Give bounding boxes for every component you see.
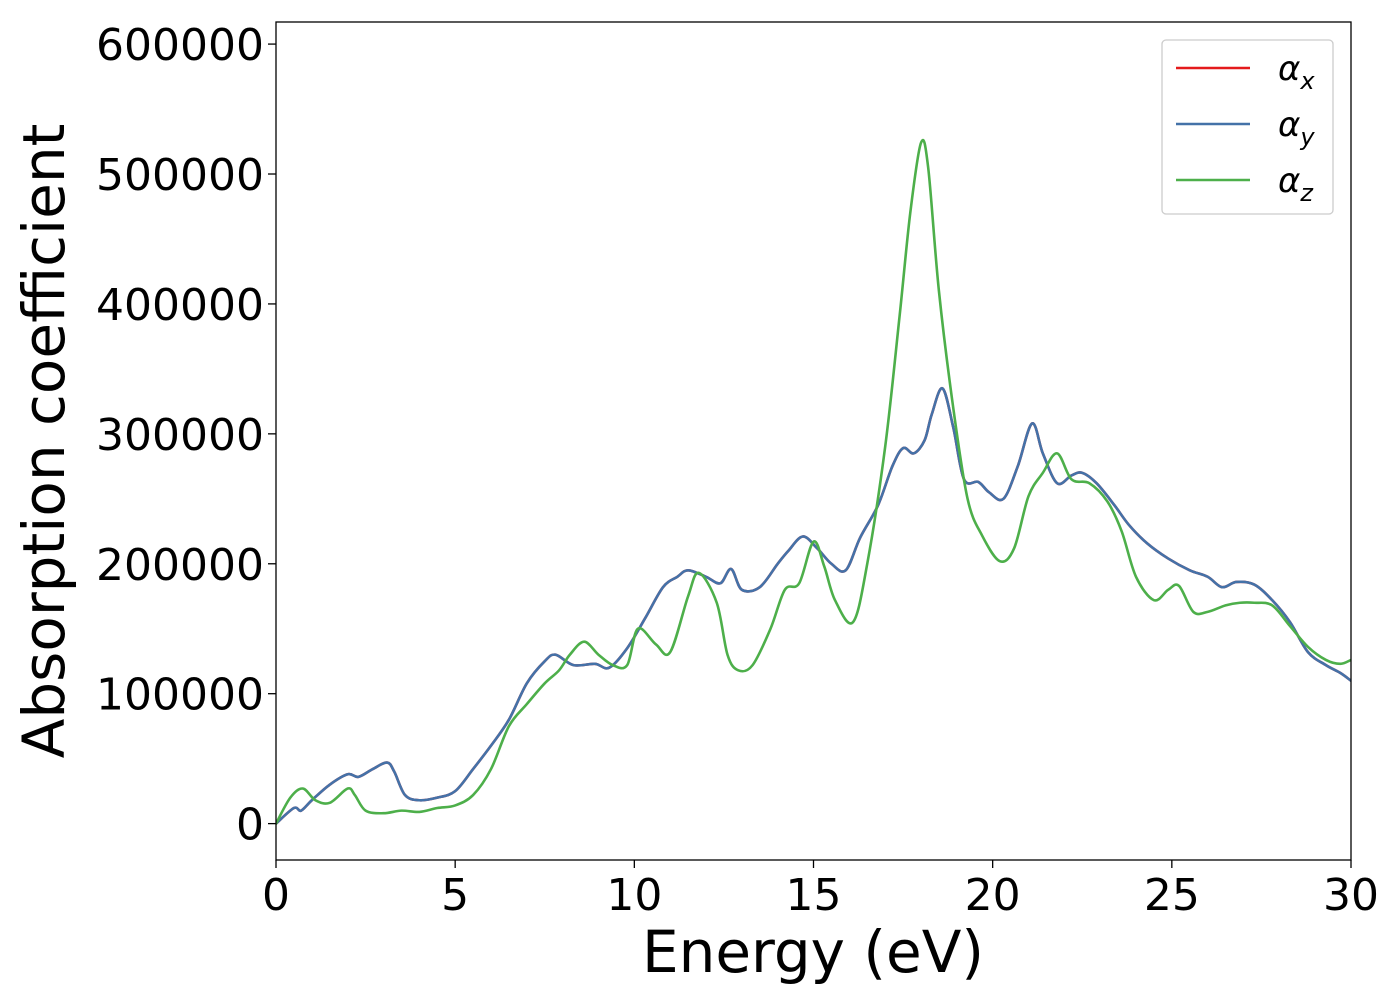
x-axis: 0 5 10 15 20 25 30 [262,860,1379,921]
legend-label-symbol: α [1278,105,1300,145]
y-tick-label: 500000 [96,150,264,201]
series-line-y [276,387,1351,825]
legend-label-symbol: α [1278,49,1300,89]
series-line-z [276,138,1351,825]
x-tick-label: 15 [786,870,842,921]
x-tick-label: 20 [965,870,1021,921]
x-axis-title: Energy (eV) [642,918,984,986]
series-lines [276,138,1351,825]
legend-box [1161,39,1334,215]
y-tick-label: 600000 [96,20,264,71]
x-tick-label: 0 [262,870,290,921]
legend-label-subscript: z [1299,179,1314,207]
legend-label-symbol: α [1278,161,1300,201]
y-axis: 0 100000 200000 300000 400000 500000 600000 [96,20,276,851]
y-tick-label: 100000 [96,670,264,721]
y-tick-label: 0 [236,800,264,851]
x-tick-label: 5 [441,870,469,921]
y-tick-label: 400000 [96,280,264,331]
y-axis-title: Absorption coefficient [10,124,78,759]
legend-label-z: αz [1278,161,1314,207]
x-tick-label: 10 [606,870,662,921]
y-tick-label: 300000 [96,410,264,461]
legend-label-y: αy [1278,105,1315,151]
x-tick-label: 25 [1144,870,1200,921]
y-tick-label: 200000 [96,540,264,591]
legend-label-subscript: x [1299,67,1315,95]
x-tick-label: 30 [1323,870,1379,921]
legend-label-subscript: y [1299,123,1315,151]
legend-label-x: αx [1278,49,1315,95]
